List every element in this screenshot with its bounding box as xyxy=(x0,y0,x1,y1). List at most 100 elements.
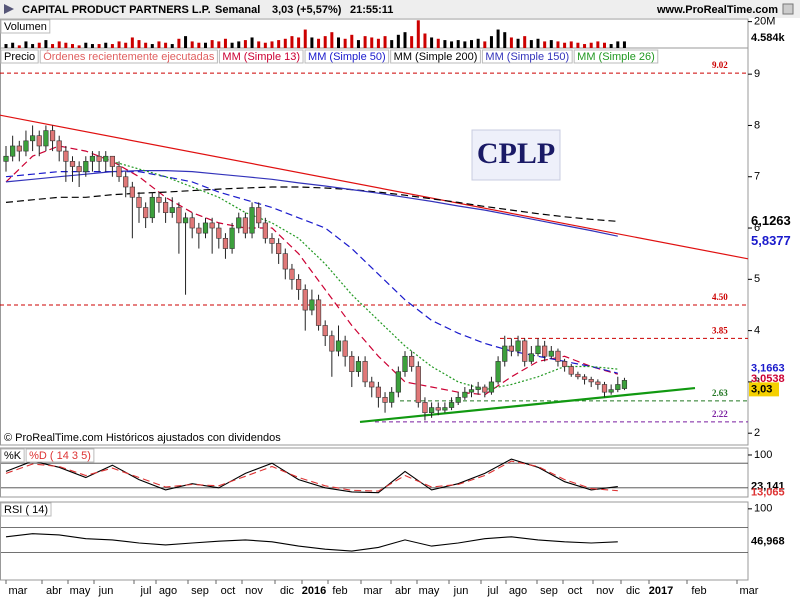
volume-bar xyxy=(536,38,540,48)
candle-body xyxy=(522,340,528,362)
y-tick-label: 100 xyxy=(754,449,772,461)
candle-body xyxy=(129,186,135,198)
candle-body xyxy=(561,361,568,367)
volume-bar xyxy=(24,41,28,48)
volume-bar xyxy=(303,29,307,48)
candle-body xyxy=(448,402,455,408)
volume-bar xyxy=(184,36,188,48)
candle-body xyxy=(375,386,382,398)
legend-label: MM (Simple 200) xyxy=(394,51,478,63)
volume-bar xyxy=(330,32,334,48)
candle-body xyxy=(382,396,388,403)
volume-bar xyxy=(596,41,600,48)
x-tick-label: feb xyxy=(332,585,347,597)
x-tick-label: oct xyxy=(221,585,236,597)
volume-bar xyxy=(410,36,414,48)
volume-bar xyxy=(470,40,473,48)
volume-bar xyxy=(529,40,533,48)
last-value-label: 3,0538 xyxy=(751,373,785,385)
x-tick-label: jun xyxy=(453,585,469,597)
volume-bar xyxy=(616,41,620,48)
level-label: 9.02 xyxy=(712,60,728,70)
x-tick-label: jul xyxy=(139,585,151,597)
volume-bar xyxy=(290,36,294,48)
indicator-line xyxy=(5,533,618,552)
candle-body xyxy=(581,376,588,380)
candle-body xyxy=(276,243,282,254)
candle-body xyxy=(116,166,122,178)
rsi-panel xyxy=(0,501,749,581)
candle-body xyxy=(455,396,461,403)
y-tick-label: 6 xyxy=(754,222,760,234)
volume-bar xyxy=(563,42,567,48)
volume-bar xyxy=(150,44,154,48)
candle-body xyxy=(76,166,82,172)
x-tick-label: feb xyxy=(691,585,706,597)
candle-body xyxy=(395,371,401,393)
volume-bar xyxy=(476,38,480,48)
legend-label: MM (Simple 50) xyxy=(308,51,386,63)
last-value-label: 4.584k xyxy=(751,32,786,44)
candle-body xyxy=(575,373,581,378)
volume-bar xyxy=(549,40,553,48)
volume-bar xyxy=(376,38,380,48)
x-tick-label: mar xyxy=(740,585,759,597)
last-value-label: 3,1663 xyxy=(751,362,785,374)
x-tick-label: sep xyxy=(540,585,558,597)
candle-body xyxy=(415,366,421,403)
candle-body xyxy=(535,345,541,355)
header-icon xyxy=(4,4,14,14)
candle-body xyxy=(202,222,209,234)
candle-body xyxy=(568,366,574,375)
legend-box xyxy=(0,19,51,34)
candle-body xyxy=(322,325,328,337)
candle-body xyxy=(249,207,255,234)
volume-bar xyxy=(104,42,108,48)
volume-bar xyxy=(51,44,55,48)
legend-box xyxy=(573,49,659,64)
candle-body xyxy=(315,299,322,326)
stochastic-panel xyxy=(0,447,749,498)
volume-bar xyxy=(177,38,181,48)
x-tick-label: 2017 xyxy=(649,585,673,597)
candle-body xyxy=(422,402,428,413)
volume-bar xyxy=(423,33,427,48)
candle-body xyxy=(621,380,628,389)
candle-body xyxy=(515,340,521,352)
candle-body xyxy=(149,196,155,219)
legend-label: Órdenes recientemente ejecutadas xyxy=(43,50,215,63)
volume-bar xyxy=(496,29,500,48)
volume-bar xyxy=(210,40,214,48)
volume-bar xyxy=(130,37,134,48)
volume-bar xyxy=(583,44,587,48)
volume-bar xyxy=(523,36,527,48)
indicator-line xyxy=(5,460,618,492)
volume-bar xyxy=(97,44,101,48)
volume-bar xyxy=(430,37,434,48)
volume-bar xyxy=(17,45,21,48)
level-label: 2.22 xyxy=(712,409,728,419)
volume-bar xyxy=(396,34,400,48)
candle-body xyxy=(329,335,335,352)
volume-bar xyxy=(204,42,207,48)
volume-bar xyxy=(297,37,301,48)
volume-bar xyxy=(11,42,15,48)
legend-box xyxy=(0,502,52,517)
candle-body xyxy=(29,135,36,142)
candle-body xyxy=(588,379,594,383)
legend-label: MM (Simple 13) xyxy=(222,51,300,63)
header-site: www.ProRealTime.com xyxy=(656,4,778,16)
x-tick-label: dic xyxy=(626,585,641,597)
volume-bar xyxy=(124,42,128,48)
symbol-box xyxy=(471,129,561,181)
candle-body xyxy=(143,207,149,219)
candle-body xyxy=(389,391,395,403)
legend-label: Volumen xyxy=(4,21,47,33)
legend-box xyxy=(481,49,573,64)
x-tick-label: ago xyxy=(509,585,527,597)
volume-bar xyxy=(84,42,88,48)
candle-body xyxy=(475,386,481,390)
volume-bar xyxy=(489,36,493,48)
y-tick-label: 100 xyxy=(754,503,772,515)
volume-bar xyxy=(197,42,201,48)
